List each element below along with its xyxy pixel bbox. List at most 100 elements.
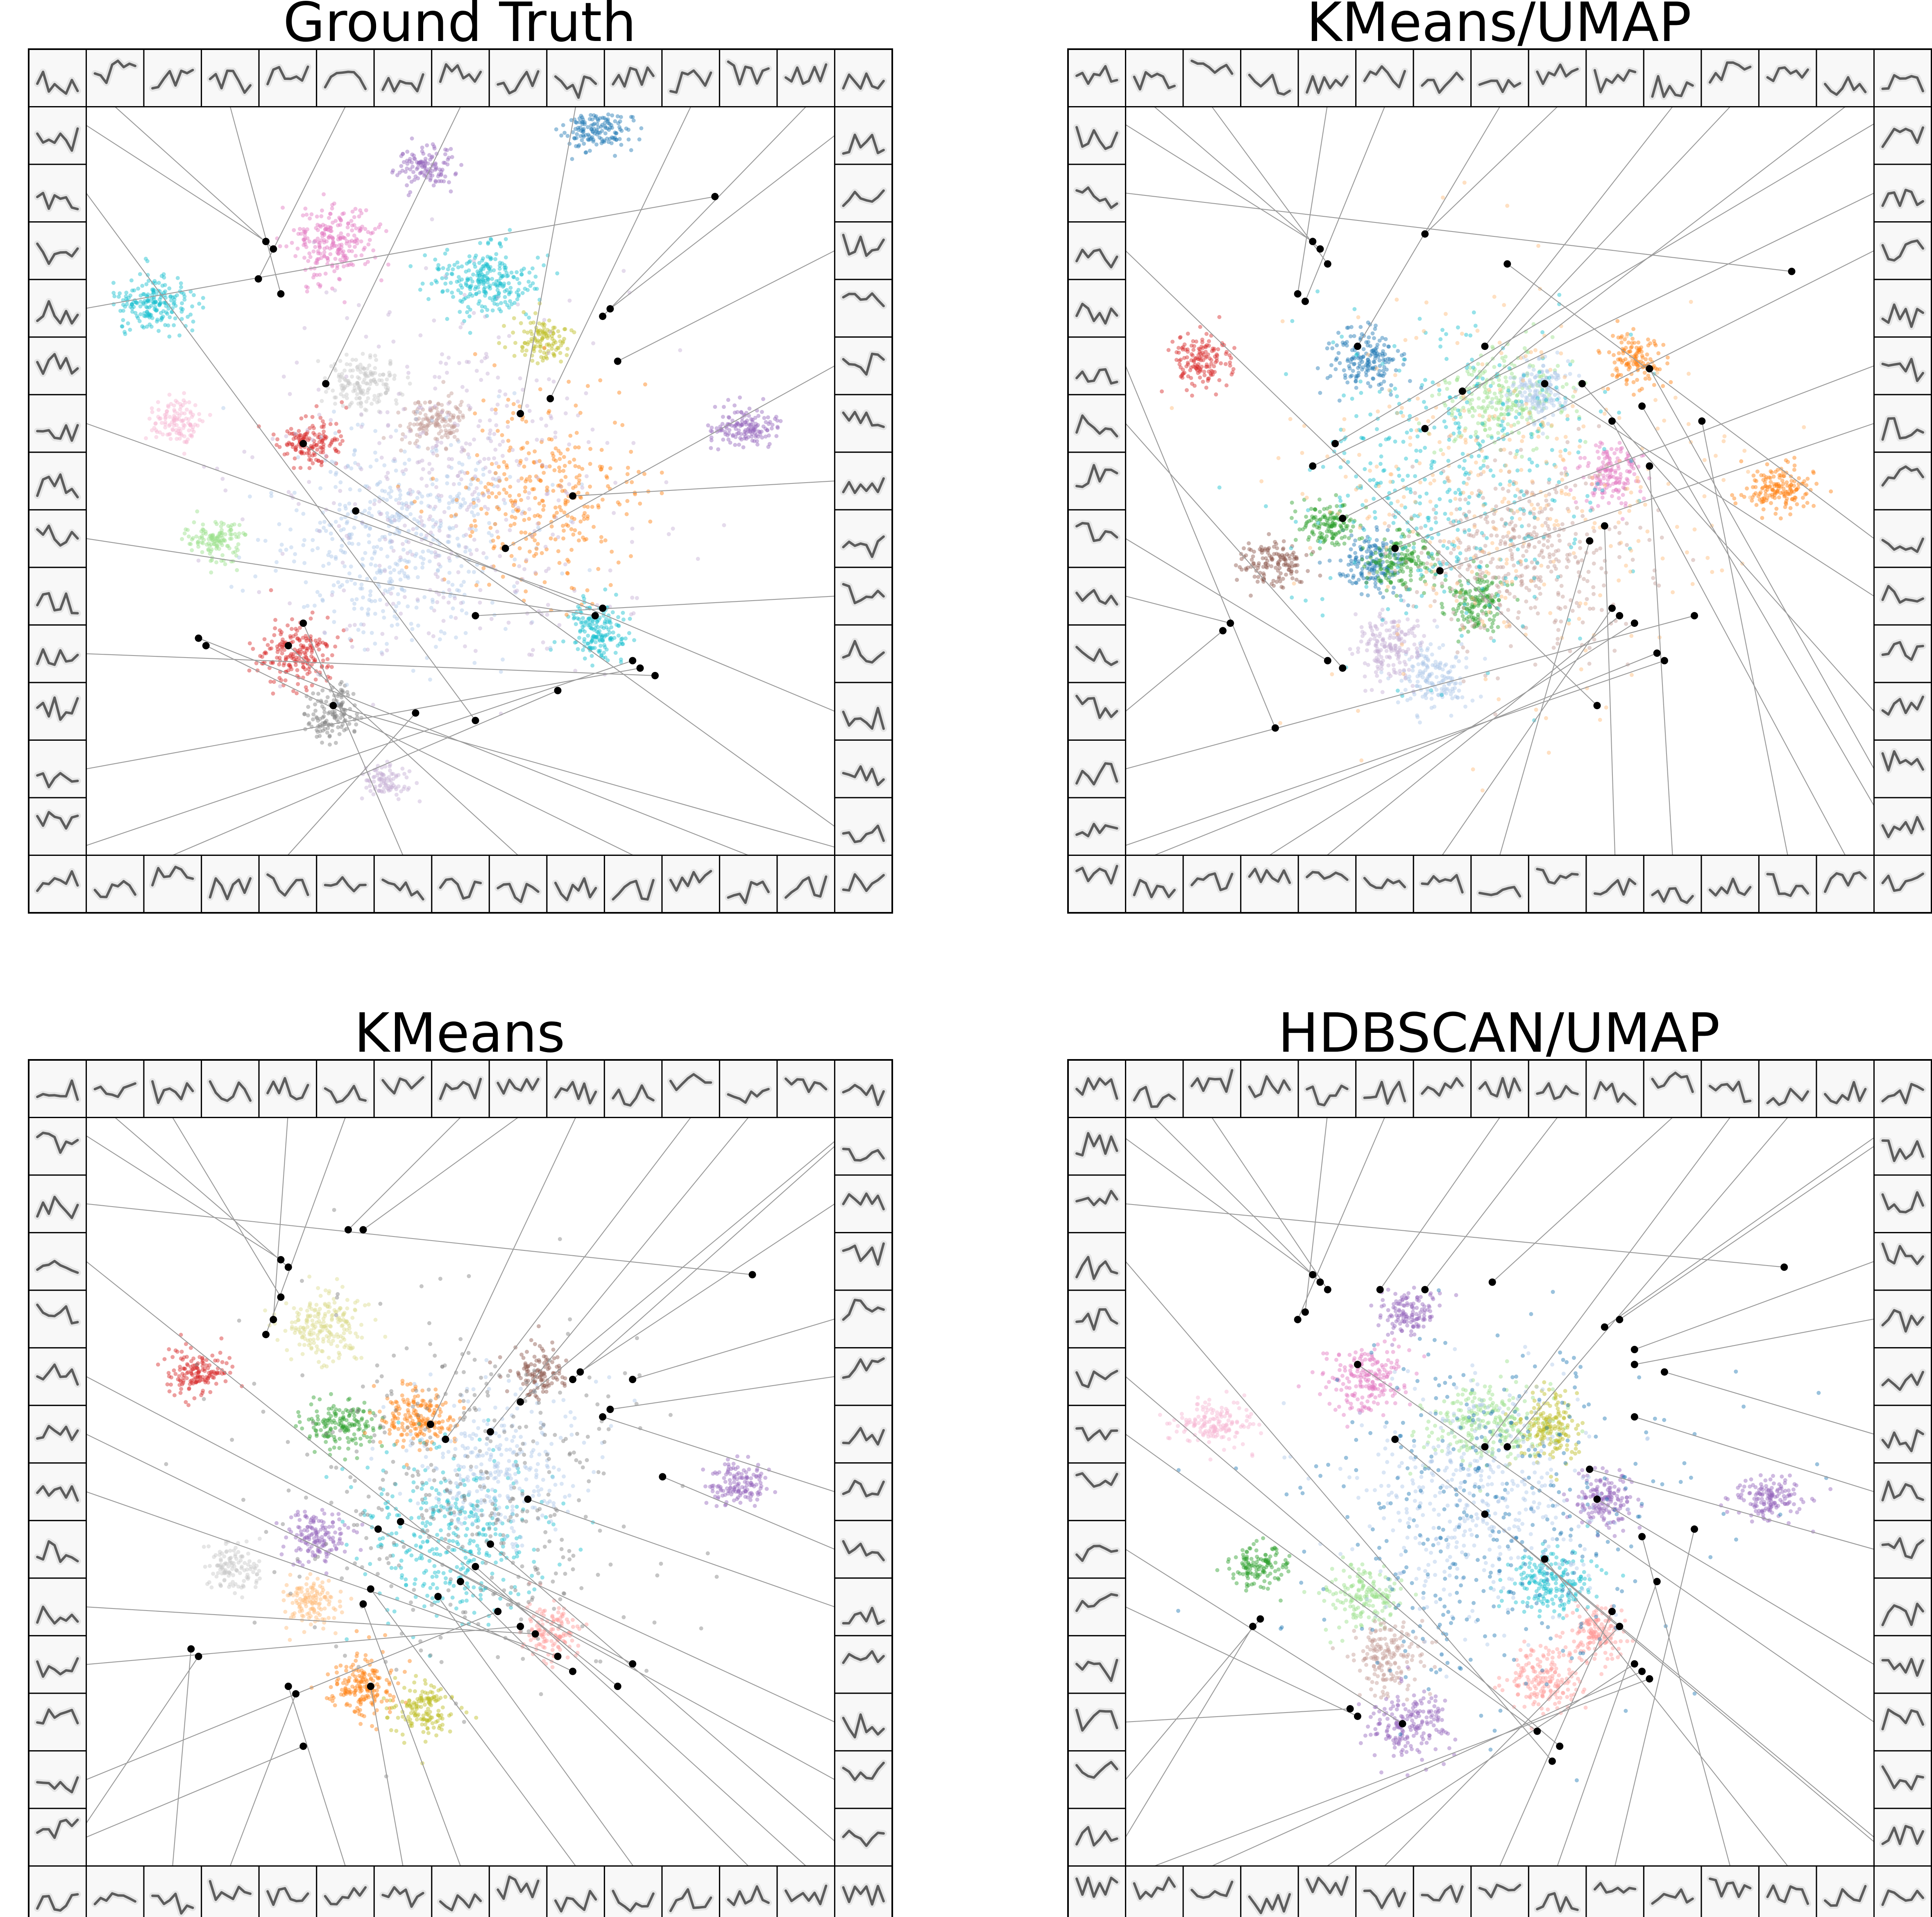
scatter-point (340, 560, 345, 565)
scatter-point (386, 386, 390, 390)
scatter-point (433, 386, 438, 391)
scatter-point (561, 524, 565, 528)
scatter-point (467, 360, 471, 364)
scatter-point (342, 368, 347, 373)
highlight-point (254, 275, 262, 283)
scatter-point (614, 138, 619, 142)
scatter-point (181, 403, 185, 407)
scatter-point (1515, 393, 1519, 398)
scatter-point (606, 112, 610, 117)
scatter-point (325, 657, 330, 661)
scatter-point (328, 252, 333, 256)
scatter-point (548, 646, 553, 650)
scatter-point (315, 214, 319, 219)
scatter-point (385, 517, 390, 522)
scatter-point (278, 684, 282, 689)
scatter-point (227, 546, 231, 551)
scatter-point (1337, 398, 1342, 403)
scatter-point (762, 416, 766, 420)
spectrogram-thumbnail (834, 739, 893, 799)
scatter-point (345, 521, 349, 526)
scatter-point (456, 474, 460, 478)
scatter-point (526, 279, 531, 284)
scatter-point (1176, 346, 1181, 350)
scatter-point (761, 397, 765, 401)
scatter-point (339, 516, 344, 521)
scatter-point (577, 478, 581, 483)
scatter-point (1329, 363, 1333, 368)
scatter-point (599, 137, 604, 141)
scatter-point (179, 281, 183, 286)
scatter-point (415, 575, 420, 579)
scatter-point (450, 500, 455, 504)
scatter-point (427, 559, 432, 564)
scatter-point (431, 476, 435, 481)
scatter-point (325, 731, 329, 735)
scatter-point (315, 236, 320, 241)
scatter-point (367, 540, 372, 544)
scatter-point (616, 121, 621, 125)
scatter-point (469, 482, 473, 487)
scatter-point (496, 429, 500, 433)
scatter-point (395, 402, 399, 406)
scatter-point (313, 453, 317, 457)
scatter-point (565, 347, 570, 351)
scatter-point (1207, 339, 1211, 343)
scatter-point (448, 495, 453, 499)
scatter-point (212, 542, 217, 547)
scatter-point (503, 295, 507, 299)
scatter-point (332, 409, 336, 414)
scatter-point (562, 464, 567, 468)
scatter-point (617, 390, 621, 395)
scatter-point (573, 464, 578, 468)
scatter-point (599, 448, 604, 452)
scatter-point (201, 305, 205, 310)
scatter-point (442, 510, 447, 514)
scatter-point (275, 656, 279, 660)
scatter-point (308, 216, 312, 221)
highlight-point (606, 305, 614, 313)
connector-line (572, 480, 835, 497)
scatter-point (297, 429, 301, 433)
scatter-point (318, 486, 323, 490)
scatter-point (528, 474, 532, 479)
scatter-point (599, 535, 603, 539)
scatter-point (152, 288, 156, 293)
scatter-point (406, 371, 410, 375)
scatter-point (291, 652, 296, 656)
scatter-point (345, 579, 349, 584)
scatter-point (1490, 400, 1494, 404)
scatter-point (399, 448, 403, 453)
scatter-point (440, 289, 445, 293)
scatter-point (551, 532, 555, 537)
scatter-point (329, 364, 333, 368)
scatter-point (615, 114, 620, 118)
spectrogram-thumbnail (373, 854, 433, 914)
scatter-point (595, 122, 599, 126)
scatter-point (408, 488, 413, 492)
scatter-point (350, 644, 354, 649)
scatter-point (338, 442, 342, 446)
scatter-point (1201, 379, 1205, 384)
scatter-point (733, 443, 737, 447)
scatter-point (302, 538, 306, 542)
scatter-point (154, 292, 159, 296)
scatter-point (349, 564, 353, 569)
scatter-point (509, 498, 513, 503)
spectrogram-thumbnail (661, 48, 720, 108)
scatter-point (602, 140, 606, 144)
scatter-point (359, 239, 363, 244)
scatter-point (336, 252, 340, 256)
scatter-point (308, 426, 312, 430)
scatter-point (353, 623, 357, 627)
scatter-point (287, 440, 291, 445)
scatter-point (1452, 439, 1456, 443)
scatter-point (197, 302, 202, 306)
scatter-point (405, 183, 409, 188)
scatter-point (336, 237, 340, 242)
scatter-point (535, 542, 540, 546)
scatter-point (473, 352, 477, 356)
scatter-point (497, 389, 502, 393)
scatter-point (473, 287, 477, 291)
highlight-point (352, 507, 360, 515)
